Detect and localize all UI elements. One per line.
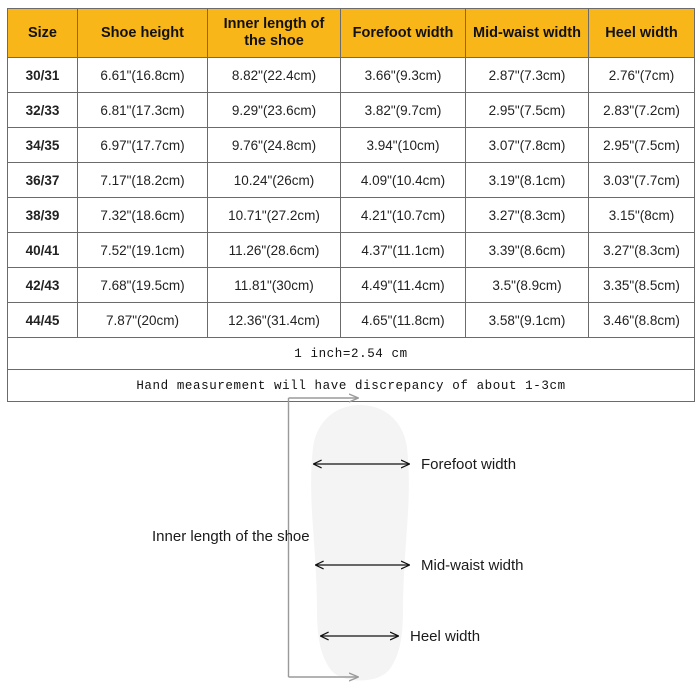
table-row: 36/37 7.17"(18.2cm) 10.24"(26cm) 4.09"(1… [7,162,695,198]
cell-heel-width: 2.83"(7.2cm) [588,92,695,128]
cell-mid-waist-width: 3.39"(8.6cm) [465,232,589,268]
cell-inner-length: 9.76"(24.8cm) [207,127,341,163]
cell-forefoot-width: 4.21"(10.7cm) [340,197,466,233]
cell-mid-waist-width: 2.87"(7.3cm) [465,57,589,93]
table-row: 40/41 7.52"(19.1cm) 11.26"(28.6cm) 4.37"… [7,232,695,268]
cell-size: 42/43 [7,267,78,303]
column-header-forefoot-width: Forefoot width [340,8,466,58]
table-row: 42/43 7.68"(19.5cm) 11.81"(30cm) 4.49"(1… [7,267,695,303]
cell-mid-waist-width: 3.27"(8.3cm) [465,197,589,233]
cell-forefoot-width: 4.65"(11.8cm) [340,302,466,338]
cell-heel-width: 3.03"(7.7cm) [588,162,695,198]
cell-mid-waist-width: 3.19"(8.1cm) [465,162,589,198]
footer-row-disclaimer: Hand measurement will have discrepancy o… [7,369,695,402]
cell-shoe-height: 6.61"(16.8cm) [77,57,208,93]
table-row: 30/31 6.61"(16.8cm) 8.82"(22.4cm) 3.66"(… [7,57,695,93]
cell-heel-width: 3.27"(8.3cm) [588,232,695,268]
cell-mid-waist-width: 3.07"(7.8cm) [465,127,589,163]
cell-forefoot-width: 3.94"(10cm) [340,127,466,163]
cell-forefoot-width: 3.66"(9.3cm) [340,57,466,93]
cell-mid-waist-width: 3.5"(8.9cm) [465,267,589,303]
foot-silhouette [311,405,409,681]
cell-size: 40/41 [7,232,78,268]
cell-inner-length: 8.82"(22.4cm) [207,57,341,93]
table-row: 38/39 7.32"(18.6cm) 10.71"(27.2cm) 4.21"… [7,197,695,233]
column-header-heel-width: Heel width [588,8,695,58]
column-header-mid-waist-width: Mid-waist width [465,8,589,58]
cell-forefoot-width: 3.82"(9.7cm) [340,92,466,128]
cell-heel-width: 2.76"(7cm) [588,57,695,93]
cell-heel-width: 2.95"(7.5cm) [588,127,695,163]
header-row: Size Shoe height Inner length of the sho… [7,8,695,58]
cell-shoe-height: 7.52"(19.1cm) [77,232,208,268]
cell-size: 34/35 [7,127,78,163]
inner-length-label: Inner length of the shoe [152,528,310,545]
cell-heel-width: 3.15"(8cm) [588,197,695,233]
table-row: 44/45 7.87"(20cm) 12.36"(31.4cm) 4.65"(1… [7,302,695,338]
column-header-inner-length: Inner length of the shoe [207,8,341,58]
column-header-shoe-height: Shoe height [77,8,208,58]
column-header-size: Size [7,8,78,58]
inner-length-dimension [287,398,359,677]
forefoot-width-label: Forefoot width [421,456,516,473]
table-body: 30/31 6.61"(16.8cm) 8.82"(22.4cm) 3.66"(… [7,57,695,338]
size-chart-table: Size Shoe height Inner length of the sho… [7,8,695,402]
cell-shoe-height: 7.17"(18.2cm) [77,162,208,198]
heel-width-label: Heel width [410,628,480,645]
table-row: 32/33 6.81"(17.3cm) 9.29"(23.6cm) 3.82"(… [7,92,695,128]
cell-size: 36/37 [7,162,78,198]
cell-mid-waist-width: 3.58"(9.1cm) [465,302,589,338]
cell-inner-length: 12.36"(31.4cm) [207,302,341,338]
cell-size: 32/33 [7,92,78,128]
cell-heel-width: 3.46"(8.8cm) [588,302,695,338]
table-row: 34/35 6.97"(17.7cm) 9.76"(24.8cm) 3.94"(… [7,127,695,163]
cell-heel-width: 3.35"(8.5cm) [588,267,695,303]
cell-forefoot-width: 4.09"(10.4cm) [340,162,466,198]
cell-inner-length: 9.29"(23.6cm) [207,92,341,128]
note-inch-to-cm: 1 inch=2.54 cm [7,337,695,370]
cell-size: 30/31 [7,57,78,93]
foot-measurement-diagram: Inner length of the shoe Forefoot width … [0,388,700,700]
cell-inner-length: 10.24"(26cm) [207,162,341,198]
cell-forefoot-width: 4.37"(11.1cm) [340,232,466,268]
cell-shoe-height: 7.32"(18.6cm) [77,197,208,233]
cell-inner-length: 11.26"(28.6cm) [207,232,341,268]
cell-inner-length: 10.71"(27.2cm) [207,197,341,233]
cell-shoe-height: 6.97"(17.7cm) [77,127,208,163]
cell-size: 38/39 [7,197,78,233]
cell-shoe-height: 6.81"(17.3cm) [77,92,208,128]
cell-shoe-height: 7.68"(19.5cm) [77,267,208,303]
table-footer: 1 inch=2.54 cm Hand measurement will hav… [7,337,695,402]
cell-mid-waist-width: 2.95"(7.5cm) [465,92,589,128]
cell-size: 44/45 [7,302,78,338]
note-measurement-discrepancy: Hand measurement will have discrepancy o… [7,369,695,402]
cell-shoe-height: 7.87"(20cm) [77,302,208,338]
cell-forefoot-width: 4.49"(11.4cm) [340,267,466,303]
size-chart-table-container: Size Shoe height Inner length of the sho… [7,8,695,402]
mid-waist-width-label: Mid-waist width [421,557,524,574]
table-header: Size Shoe height Inner length of the sho… [7,8,695,58]
cell-inner-length: 11.81"(30cm) [207,267,341,303]
footer-row-conversion: 1 inch=2.54 cm [7,337,695,370]
